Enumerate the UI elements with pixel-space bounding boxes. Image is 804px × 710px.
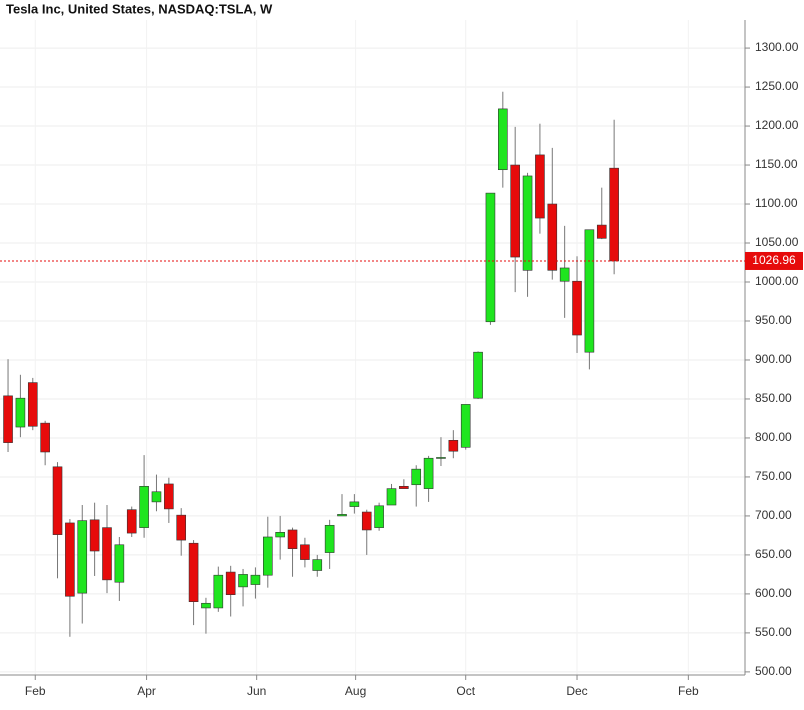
candle-body	[324, 524, 335, 553]
candle-body	[498, 108, 508, 171]
candle-body	[77, 520, 88, 594]
candle-body	[238, 574, 248, 588]
candle-body	[337, 514, 347, 517]
candle-body	[596, 224, 607, 239]
x-tick-label: Jun	[247, 684, 266, 698]
candle-body	[448, 439, 459, 452]
y-tick-label: 1000.00	[755, 274, 799, 288]
y-tick-label: 500.00	[755, 664, 792, 678]
y-tick-label: 600.00	[755, 586, 792, 600]
candle-body	[436, 457, 446, 459]
candle-body	[275, 532, 285, 538]
y-tick-label: 950.00	[755, 313, 792, 327]
y-tick-label: 550.00	[755, 625, 792, 639]
x-tick-label: Oct	[456, 684, 475, 698]
candle-body	[361, 511, 372, 531]
candle-body	[126, 509, 137, 534]
candle-body	[114, 544, 125, 583]
candle-body	[584, 229, 595, 353]
y-tick-label: 650.00	[755, 547, 792, 561]
y-tick-label: 750.00	[755, 469, 792, 483]
candle-body	[609, 167, 619, 262]
x-tick-label: Apr	[137, 684, 156, 698]
x-tick-label: Feb	[25, 684, 46, 698]
y-tick-label: 1100.00	[755, 196, 798, 210]
x-tick-label: Aug	[345, 684, 366, 698]
y-tick-label: 900.00	[755, 352, 792, 366]
y-tick-label: 1300.00	[755, 40, 799, 54]
candle-body	[40, 422, 50, 453]
candle-body	[89, 519, 100, 552]
candle-body	[15, 397, 26, 428]
candle-body	[27, 382, 38, 427]
candle-body	[559, 267, 570, 282]
grid	[0, 20, 745, 675]
candle-body	[52, 466, 63, 535]
candle-body	[250, 574, 261, 585]
candle-body	[300, 544, 310, 560]
candle-body	[176, 514, 187, 541]
candle-body	[188, 542, 199, 603]
candle-body	[399, 485, 409, 489]
y-tick-label: 1250.00	[755, 79, 799, 93]
candle-body	[349, 501, 360, 507]
candle-body	[151, 491, 162, 503]
y-tick-label: 700.00	[755, 508, 792, 522]
candle-body	[547, 203, 558, 271]
candle-body	[225, 571, 236, 595]
candle-body	[262, 536, 273, 576]
candle-body	[164, 483, 174, 510]
x-tick-label: Feb	[678, 684, 699, 698]
last-price-box	[745, 251, 803, 270]
last-price-label: 1026.96	[752, 253, 796, 267]
candle-body	[374, 505, 384, 528]
candle-body	[572, 280, 582, 336]
candle-body	[213, 574, 224, 609]
x-tick-label: Dec	[566, 684, 587, 698]
candle-body	[522, 175, 533, 271]
y-tick-label: 800.00	[755, 430, 792, 444]
candle-body	[473, 351, 483, 399]
candle-body	[510, 164, 520, 258]
candle-body	[3, 395, 13, 443]
candle-body	[102, 527, 112, 581]
candle-body	[460, 404, 471, 448]
y-tick-label: 1200.00	[755, 118, 799, 132]
candle-body	[287, 529, 298, 549]
candle-body	[201, 602, 211, 609]
candle-body	[411, 468, 422, 486]
y-tick-label: 1150.00	[755, 157, 798, 171]
candle-body	[312, 559, 323, 571]
candle-body	[65, 522, 75, 597]
candle-body	[535, 154, 545, 219]
candle-body	[485, 192, 496, 323]
chart-title: Tesla Inc, United States, NASDAQ:TSLA, W	[6, 1, 273, 16]
candle-body	[423, 457, 434, 489]
y-tick-label: 1050.00	[755, 235, 799, 249]
candle-body	[139, 485, 149, 528]
candle-body	[386, 488, 397, 506]
y-tick-label: 850.00	[755, 391, 792, 405]
